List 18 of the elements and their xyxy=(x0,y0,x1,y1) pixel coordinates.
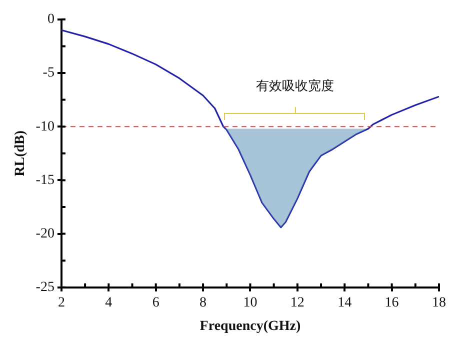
x-tick-label: 8 xyxy=(200,295,207,310)
y-tick-label: -25 xyxy=(36,280,54,296)
x-tick-label: 16 xyxy=(384,295,399,310)
y-tick-label: -10 xyxy=(36,119,54,134)
x-tick-label: 2 xyxy=(58,295,65,310)
x-axis-title: Frequency(GHz) xyxy=(200,319,301,334)
x-tick-label: 14 xyxy=(338,295,352,310)
x-tick-label: 12 xyxy=(290,295,304,310)
y-tick-label: -15 xyxy=(36,172,54,188)
x-tick-label: 6 xyxy=(152,295,160,310)
y-tick-label: 0 xyxy=(47,12,54,28)
x-tick-label: 18 xyxy=(432,295,446,310)
y-tick-label: -5 xyxy=(42,66,54,81)
y-tick-label: -20 xyxy=(36,226,54,242)
x-tick-label: 4 xyxy=(105,295,112,310)
y-axis-title: RL(dB) xyxy=(13,130,28,176)
x-tick-label: 10 xyxy=(243,295,258,310)
annotation: 有效吸收宽度 xyxy=(256,78,334,94)
